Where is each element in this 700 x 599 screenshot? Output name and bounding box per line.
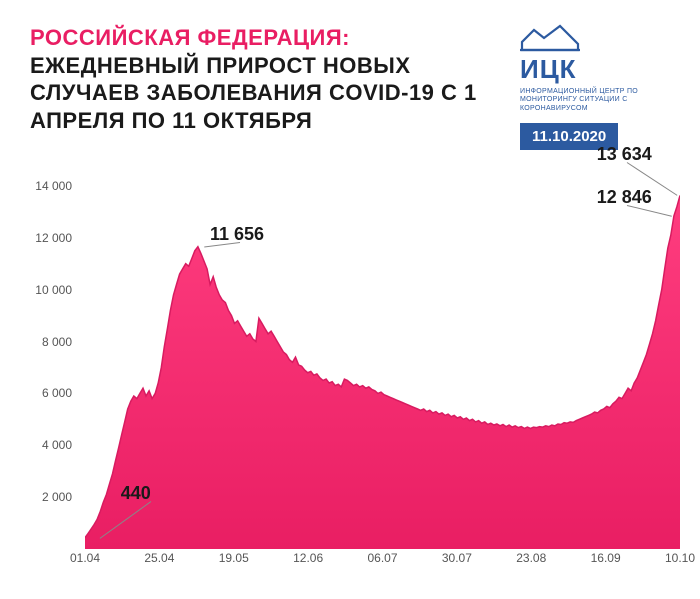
x-tick-label: 16.09 <box>591 551 621 565</box>
callout-label: 13 634 <box>597 144 652 165</box>
chart: 2 000 4 000 6 000 8 000 10 000 12 000 14 000 4… <box>30 160 680 569</box>
title-prefix: РОССИЙСКАЯ ФЕДЕРАЦИЯ: <box>30 25 350 50</box>
title-rest: ЕЖЕДНЕВНЫЙ ПРИРОСТ НОВЫХ СЛУЧАЕВ ЗАБОЛЕВ… <box>30 53 477 133</box>
x-tick-label: 19.05 <box>219 551 249 565</box>
y-tick-label: 12 000 <box>35 231 72 245</box>
title-block: РОССИЙСКАЯ ФЕДЕРАЦИЯ: ЕЖЕДНЕВНЫЙ ПРИРОСТ… <box>30 24 500 134</box>
y-tick-label: 6 000 <box>42 386 72 400</box>
x-tick-label: 01.04 <box>70 551 100 565</box>
y-tick-label: 10 000 <box>35 283 72 297</box>
area-fill <box>85 195 680 549</box>
x-tick-label: 25.04 <box>144 551 174 565</box>
y-tick-label: 4 000 <box>42 438 72 452</box>
y-axis: 2 000 4 000 6 000 8 000 10 000 12 000 14 000 <box>30 160 80 549</box>
y-tick-label: 14 000 <box>35 179 72 193</box>
logo-subtitle: ИНФОРМАЦИОННЫЙ ЦЕНТР ПО МОНИТОРИНГУ СИТУ… <box>520 88 670 113</box>
x-tick-label: 06.07 <box>367 551 397 565</box>
x-tick-label: 30.07 <box>442 551 472 565</box>
y-tick-label: 2 000 <box>42 490 72 504</box>
logo-text: ИЦК <box>520 54 670 85</box>
plot-area: 44011 65613 63412 846 <box>85 160 680 549</box>
x-axis: 01.0425.0419.0512.0606.0730.0723.0816.09… <box>85 551 680 569</box>
logo-block: ИЦК ИНФОРМАЦИОННЫЙ ЦЕНТР ПО МОНИТОРИНГУ … <box>520 24 670 150</box>
x-tick-label: 12.06 <box>293 551 323 565</box>
x-tick-label: 10.10 <box>665 551 695 565</box>
x-tick-label: 23.08 <box>516 551 546 565</box>
area-chart-icon <box>520 24 580 52</box>
callout-label: 440 <box>121 483 151 504</box>
y-tick-label: 8 000 <box>42 335 72 349</box>
callout-label: 12 846 <box>597 187 652 208</box>
header: РОССИЙСКАЯ ФЕДЕРАЦИЯ: ЕЖЕДНЕВНЫЙ ПРИРОСТ… <box>0 0 700 150</box>
